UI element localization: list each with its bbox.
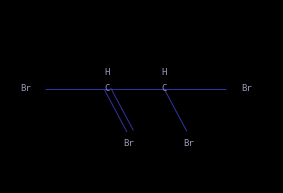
Text: H: H xyxy=(162,68,167,77)
Text: C: C xyxy=(162,84,167,93)
Text: Br: Br xyxy=(123,139,134,148)
Text: H: H xyxy=(105,68,110,77)
Text: Br: Br xyxy=(241,84,252,93)
Text: C: C xyxy=(105,84,110,93)
Text: Br: Br xyxy=(20,84,31,93)
Text: Br: Br xyxy=(183,139,194,148)
